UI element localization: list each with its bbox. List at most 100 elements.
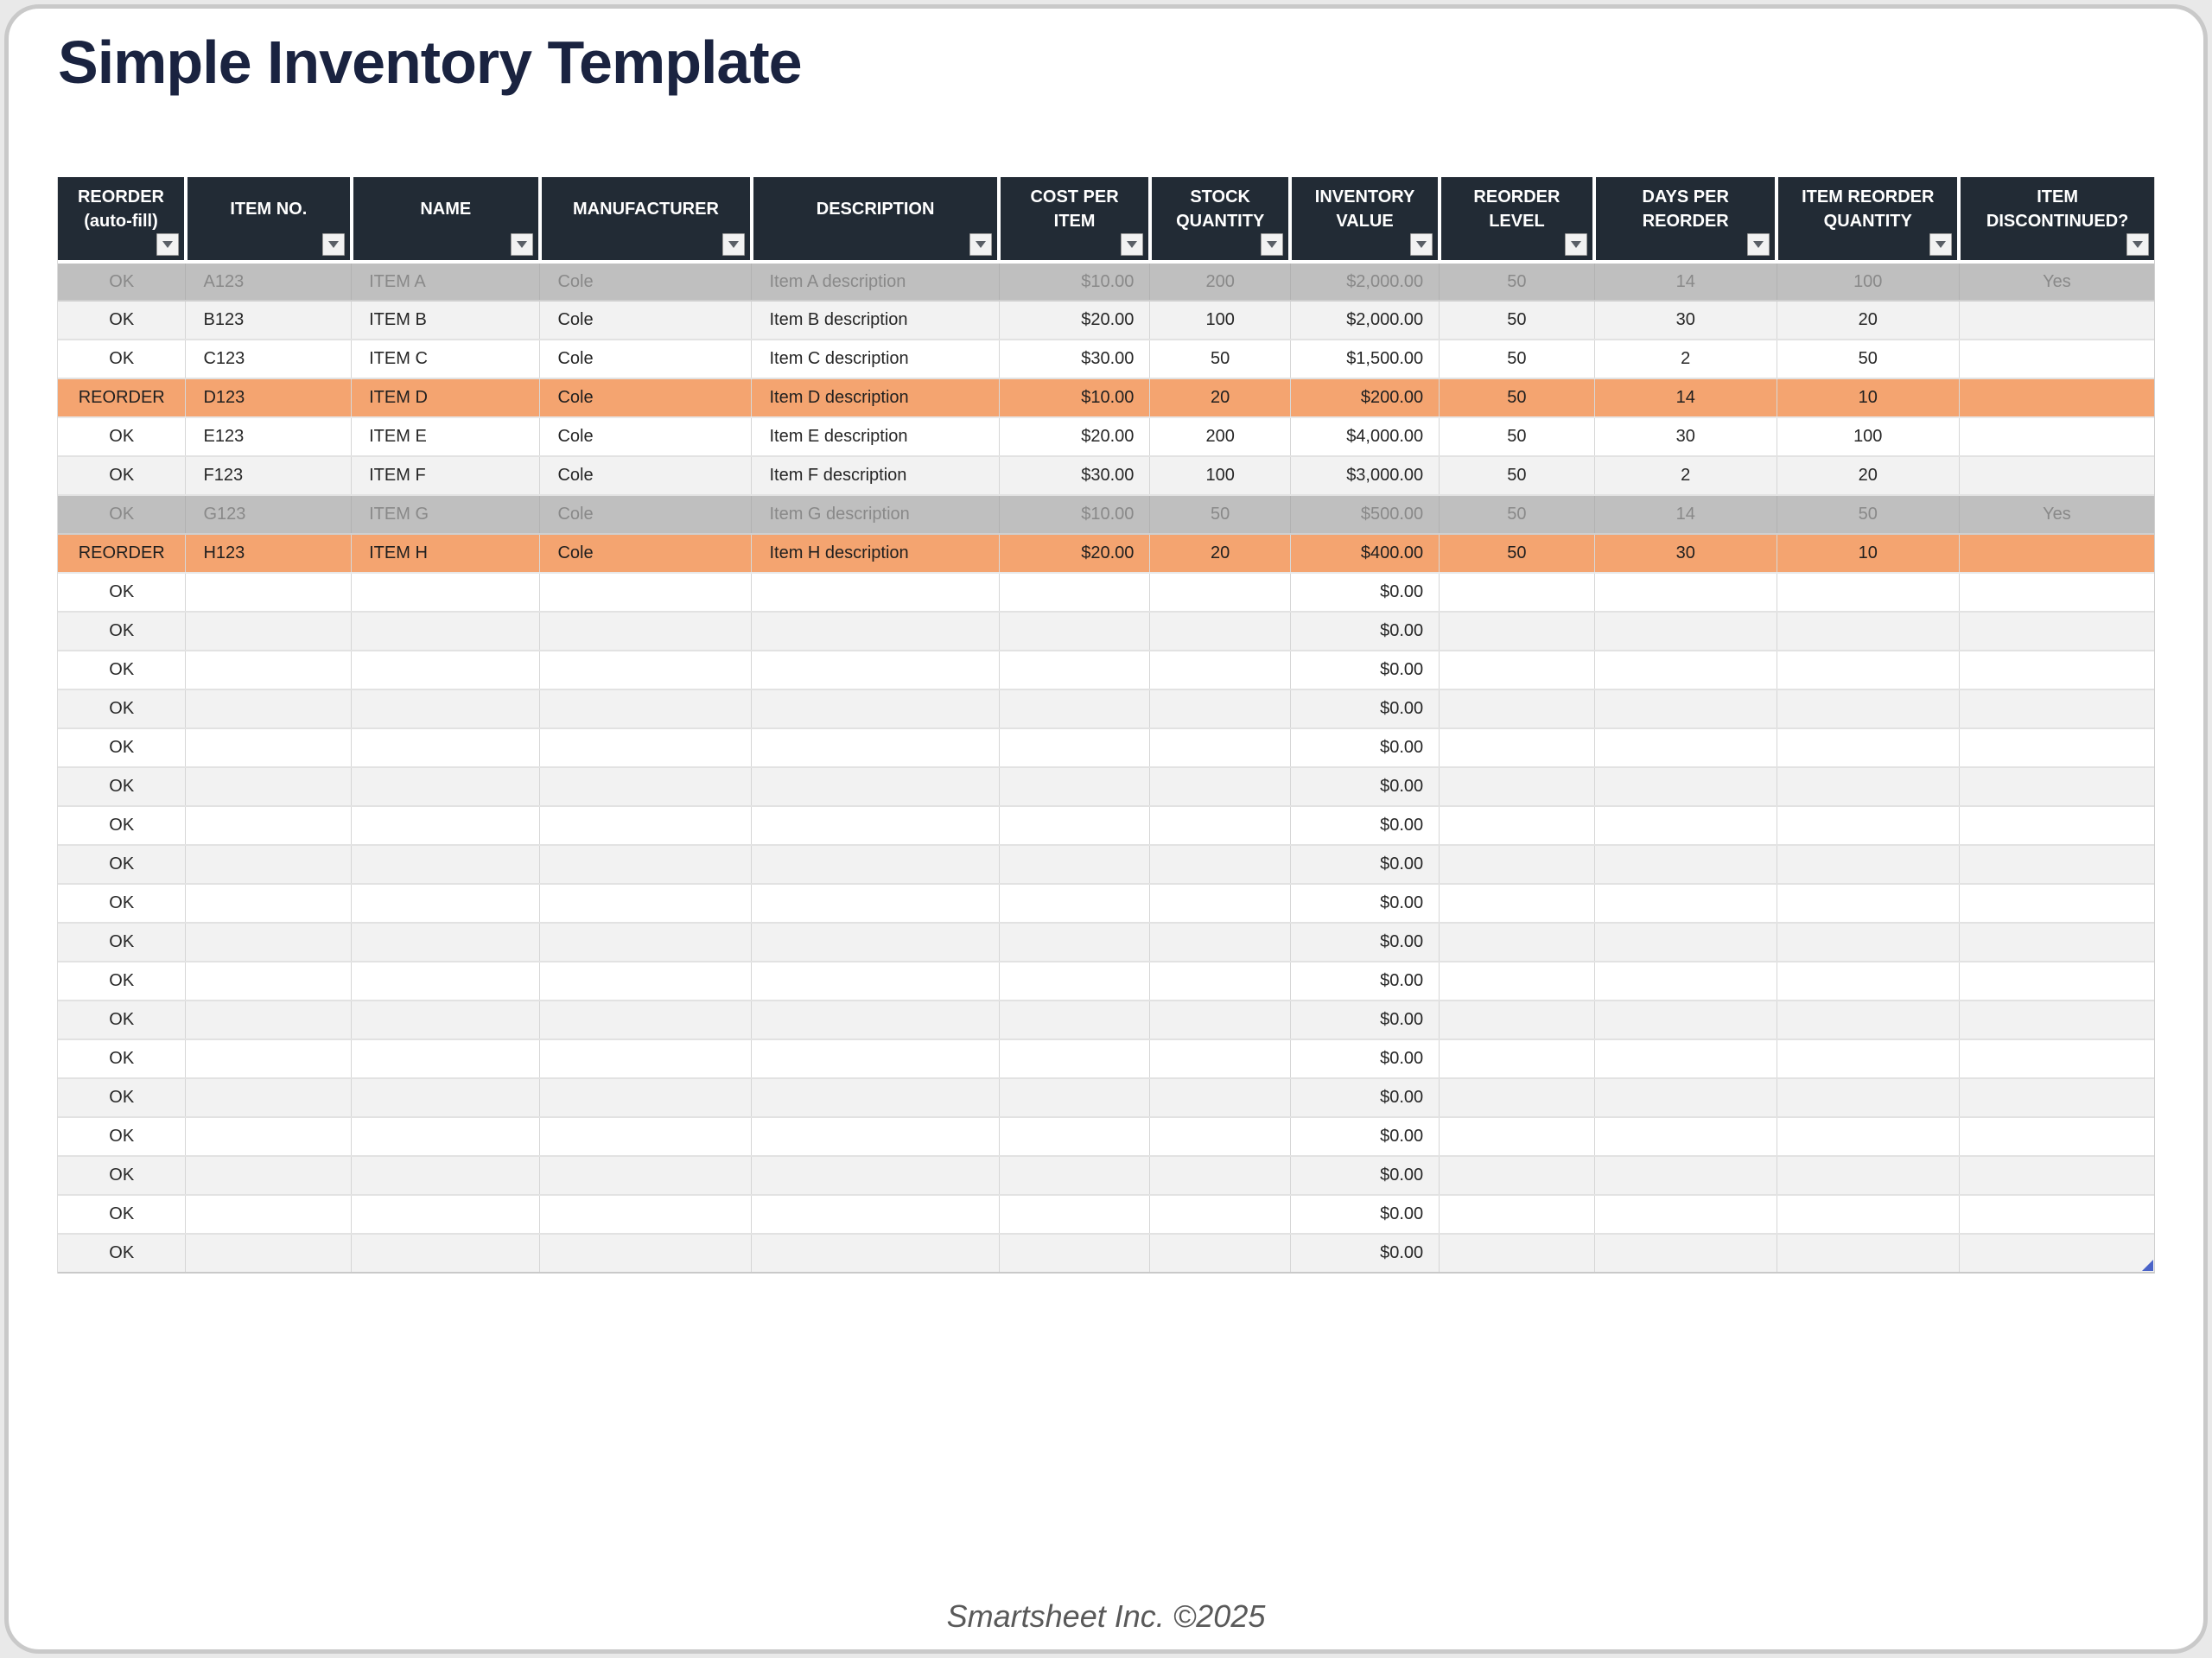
cell-stock-quantity[interactable] xyxy=(1149,1001,1291,1040)
cell-reorder[interactable]: OK xyxy=(58,456,187,496)
cell-name[interactable] xyxy=(351,1039,541,1079)
cell-reorder-level[interactable] xyxy=(1439,1078,1595,1118)
cell-inventory-value[interactable]: $0.00 xyxy=(1290,728,1440,768)
cell-cost-per-item[interactable] xyxy=(999,767,1151,807)
cell-cost-per-item[interactable]: $30.00 xyxy=(999,340,1151,379)
cell-reorder[interactable]: OK xyxy=(58,651,187,690)
cell-days-per-reorder[interactable] xyxy=(1594,1078,1777,1118)
cell-inventory-value[interactable]: $1,500.00 xyxy=(1290,340,1440,379)
cell-reorder-level[interactable] xyxy=(1439,806,1595,846)
cell-name[interactable] xyxy=(351,845,541,885)
cell-item-reorder-quantity[interactable] xyxy=(1777,962,1960,1001)
cell-item-reorder-quantity[interactable] xyxy=(1777,1156,1960,1196)
cell-item-no[interactable]: G123 xyxy=(185,495,353,535)
cell-days-per-reorder[interactable] xyxy=(1594,1039,1777,1079)
filter-button-item-discontinued[interactable] xyxy=(2126,233,2149,256)
cell-cost-per-item[interactable]: $10.00 xyxy=(999,262,1151,302)
cell-description[interactable]: Item C description xyxy=(751,340,1000,379)
cell-item-discontinued[interactable] xyxy=(1959,923,2154,962)
cell-name[interactable] xyxy=(351,1078,541,1118)
cell-name[interactable] xyxy=(351,689,541,729)
cell-reorder[interactable]: OK xyxy=(58,262,187,302)
cell-manufacturer[interactable]: Cole xyxy=(539,262,753,302)
cell-stock-quantity[interactable] xyxy=(1149,1234,1291,1274)
cell-stock-quantity[interactable]: 100 xyxy=(1149,456,1291,496)
cell-reorder-level[interactable]: 50 xyxy=(1439,301,1595,340)
cell-inventory-value[interactable]: $0.00 xyxy=(1290,1078,1440,1118)
cell-cost-per-item[interactable] xyxy=(999,1039,1151,1079)
cell-item-discontinued[interactable] xyxy=(1959,340,2154,379)
cell-item-discontinued[interactable] xyxy=(1959,1001,2154,1040)
cell-inventory-value[interactable]: $0.00 xyxy=(1290,1195,1440,1235)
cell-item-no[interactable] xyxy=(185,1156,353,1196)
cell-description[interactable] xyxy=(751,884,1000,924)
cell-description[interactable] xyxy=(751,1117,1000,1157)
cell-inventory-value[interactable]: $0.00 xyxy=(1290,1039,1440,1079)
cell-manufacturer[interactable]: Cole xyxy=(539,340,753,379)
cell-cost-per-item[interactable] xyxy=(999,884,1151,924)
cell-days-per-reorder[interactable]: 30 xyxy=(1594,301,1777,340)
cell-stock-quantity[interactable]: 50 xyxy=(1149,340,1291,379)
cell-inventory-value[interactable]: $0.00 xyxy=(1290,767,1440,807)
cell-description[interactable] xyxy=(751,689,1000,729)
cell-reorder[interactable]: OK xyxy=(58,728,187,768)
cell-item-no[interactable] xyxy=(185,767,353,807)
cell-item-reorder-quantity[interactable] xyxy=(1777,1039,1960,1079)
cell-manufacturer[interactable] xyxy=(539,651,753,690)
cell-cost-per-item[interactable]: $20.00 xyxy=(999,534,1151,574)
cell-reorder[interactable]: OK xyxy=(58,573,187,613)
cell-item-reorder-quantity[interactable]: 50 xyxy=(1777,495,1960,535)
cell-item-discontinued[interactable] xyxy=(1959,806,2154,846)
cell-manufacturer[interactable]: Cole xyxy=(539,495,753,535)
cell-inventory-value[interactable]: $0.00 xyxy=(1290,1156,1440,1196)
cell-manufacturer[interactable] xyxy=(539,1195,753,1235)
cell-item-discontinued[interactable] xyxy=(1959,1039,2154,1079)
cell-item-discontinued[interactable] xyxy=(1959,534,2154,574)
cell-description[interactable]: Item D description xyxy=(751,378,1000,418)
cell-item-reorder-quantity[interactable] xyxy=(1777,651,1960,690)
cell-item-reorder-quantity[interactable] xyxy=(1777,767,1960,807)
cell-manufacturer[interactable] xyxy=(539,728,753,768)
cell-reorder-level[interactable] xyxy=(1439,1156,1595,1196)
cell-reorder[interactable]: OK xyxy=(58,689,187,729)
cell-reorder-level[interactable] xyxy=(1439,1234,1595,1274)
cell-reorder-level[interactable] xyxy=(1439,1039,1595,1079)
cell-name[interactable] xyxy=(351,573,541,613)
cell-cost-per-item[interactable] xyxy=(999,1156,1151,1196)
cell-item-no[interactable] xyxy=(185,1234,353,1274)
cell-description[interactable]: Item A description xyxy=(751,262,1000,302)
cell-item-discontinued[interactable] xyxy=(1959,1195,2154,1235)
cell-manufacturer[interactable]: Cole xyxy=(539,534,753,574)
cell-item-discontinued[interactable] xyxy=(1959,767,2154,807)
cell-stock-quantity[interactable] xyxy=(1149,728,1291,768)
cell-item-discontinued[interactable] xyxy=(1959,612,2154,651)
cell-manufacturer[interactable] xyxy=(539,612,753,651)
cell-manufacturer[interactable] xyxy=(539,1039,753,1079)
cell-stock-quantity[interactable] xyxy=(1149,1039,1291,1079)
cell-item-reorder-quantity[interactable] xyxy=(1777,806,1960,846)
cell-item-reorder-quantity[interactable]: 100 xyxy=(1777,417,1960,457)
cell-reorder[interactable]: OK xyxy=(58,806,187,846)
cell-stock-quantity[interactable] xyxy=(1149,612,1291,651)
cell-item-discontinued[interactable] xyxy=(1959,1234,2154,1274)
cell-name[interactable]: ITEM E xyxy=(351,417,541,457)
cell-days-per-reorder[interactable]: 14 xyxy=(1594,262,1777,302)
cell-reorder[interactable]: OK xyxy=(58,962,187,1001)
cell-reorder-level[interactable] xyxy=(1439,845,1595,885)
cell-reorder-level[interactable]: 50 xyxy=(1439,378,1595,418)
cell-item-discontinued[interactable] xyxy=(1959,573,2154,613)
cell-manufacturer[interactable] xyxy=(539,1078,753,1118)
cell-item-reorder-quantity[interactable]: 100 xyxy=(1777,262,1960,302)
cell-item-discontinued[interactable] xyxy=(1959,378,2154,418)
cell-inventory-value[interactable]: $0.00 xyxy=(1290,845,1440,885)
cell-item-reorder-quantity[interactable] xyxy=(1777,1234,1960,1274)
cell-item-discontinued[interactable] xyxy=(1959,456,2154,496)
cell-reorder-level[interactable] xyxy=(1439,651,1595,690)
cell-cost-per-item[interactable] xyxy=(999,651,1151,690)
cell-item-no[interactable]: C123 xyxy=(185,340,353,379)
cell-stock-quantity[interactable]: 50 xyxy=(1149,495,1291,535)
cell-name[interactable]: ITEM G xyxy=(351,495,541,535)
filter-button-description[interactable] xyxy=(969,233,993,256)
cell-stock-quantity[interactable] xyxy=(1149,884,1291,924)
cell-inventory-value[interactable]: $0.00 xyxy=(1290,923,1440,962)
